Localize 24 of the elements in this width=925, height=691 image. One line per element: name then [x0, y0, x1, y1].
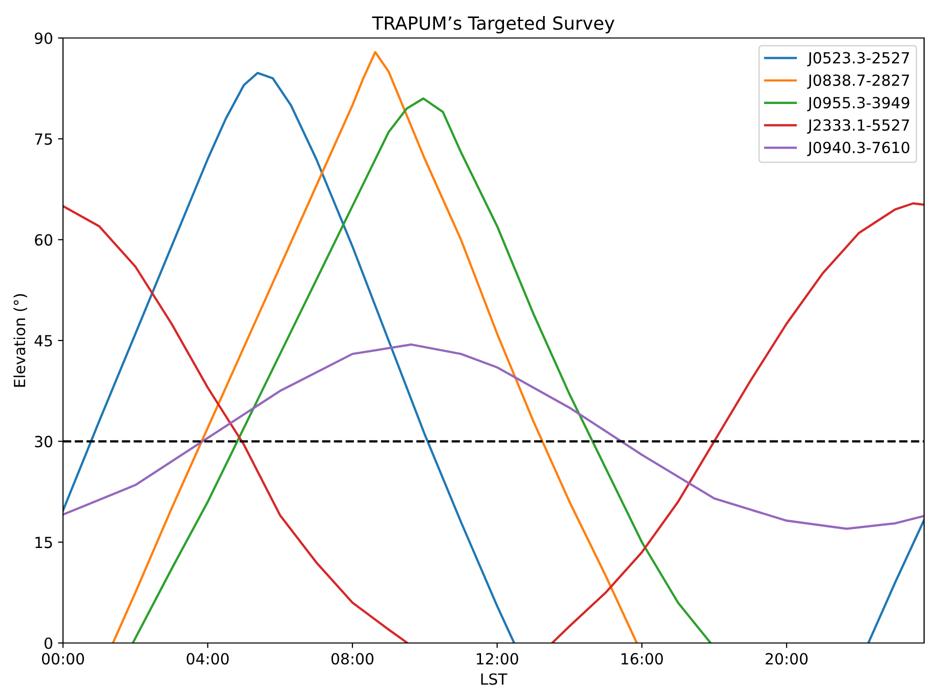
legend-label: J2333.1-5527: [807, 119, 910, 134]
chart-title: TRAPUM’s Targeted Survey: [372, 16, 614, 34]
y-tick-label: 60: [34, 234, 52, 246]
legend-label: J0955.3-3949: [807, 96, 910, 112]
y-tick-label: 0: [44, 637, 52, 650]
x-axis-title: LST: [481, 673, 508, 685]
x-tick-label: 04:00: [186, 652, 229, 665]
line-series: [132, 97, 712, 643]
y-axis-title: Elevation (°): [13, 294, 28, 387]
y-tick-label: 30: [35, 436, 52, 448]
x-tick-label: 00:00: [42, 652, 84, 665]
legend-label: J0940.3-7610: [807, 142, 910, 156]
x-tick-label: 08:00: [331, 652, 374, 665]
y-tick-label: 45: [34, 335, 52, 347]
line-series: [112, 51, 638, 643]
legend-label: J0523.3-2527: [807, 52, 910, 66]
y-tick-label: 75: [35, 134, 52, 145]
y-tick-label: 90: [34, 32, 52, 44]
x-tick-label: 20:00: [766, 652, 808, 665]
legend-label: J0838.7-2827: [807, 74, 910, 89]
x-tick-label: 12:00: [476, 652, 518, 665]
y-tick-label: 15: [36, 536, 52, 548]
x-tick-label: 16:00: [622, 652, 663, 665]
line-series: [63, 343, 924, 530]
